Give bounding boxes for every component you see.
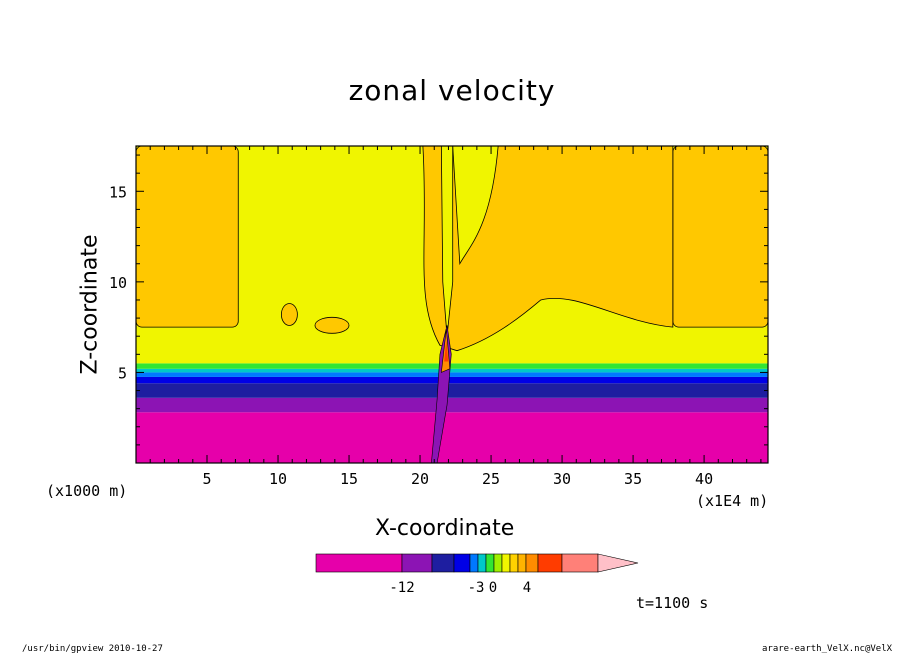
orange-blob-1 [280,303,298,326]
y-tick-label: 15 [109,183,127,201]
x-unit-right: (x1E4 m) [696,492,769,510]
colorbar-label: -12 [389,580,414,596]
layer-1 [136,397,768,413]
layer-6 [136,363,768,369]
x-tick-label: 20 [411,470,429,488]
colorbar-segment-4 [469,553,479,573]
orange-plume [422,145,674,352]
y-tick-label: 10 [109,274,127,292]
colorbar-label: 4 [523,580,531,596]
x-tick-label: 5 [202,470,211,488]
colorbar-segment-12 [537,553,563,573]
colorbar-segment-0 [315,553,403,573]
colorbar-label: -3 [468,580,485,596]
colorbar: -12 -3 0 4 [315,553,639,596]
chart-title: zonal velocity [348,74,556,107]
footer-right: arare-earth_VelX.nc@VelX [762,644,893,654]
colorbar-segment-5 [477,553,487,573]
orange-region-0 [135,145,239,328]
layer-4 [136,372,768,377]
x-tick-label: 15 [340,470,358,488]
x-tick-label: 35 [624,470,642,488]
colorbar-arrow [597,553,639,573]
plot-area: 5 10 15 20 25 30 35 40 5 10 15 [109,145,769,488]
x-tick-label: 40 [695,470,713,488]
colorbar-segment-2 [431,553,455,573]
x-tick-label: 30 [553,470,571,488]
layer-2 [136,383,768,398]
plot-frame [135,145,769,464]
y-tick-label: 5 [118,364,127,382]
colorbar-segment-8 [501,553,511,573]
layer-5 [136,368,768,373]
colorbar-segment-10 [517,553,527,573]
colorbar-segment-3 [453,553,471,573]
colorbar-segment-9 [509,553,519,573]
colorbar-segment-11 [525,553,539,573]
x-unit-left: (x1000 m) [46,482,128,500]
x-axis-title: X-coordinate [375,516,515,541]
orange-region-1 [672,145,769,328]
y-axis-title: Z-coordinate [77,234,103,375]
time-annotation: t=1100 s [636,594,709,612]
footer-left: /usr/bin/gpview 2010-10-27 [22,644,163,654]
layer-3 [136,376,768,384]
colorbar-segment-13 [561,553,599,573]
colorbar-segment-1 [401,553,433,573]
colorbar-label: 0 [489,580,497,596]
layer-0 [136,412,768,463]
disturbance-peak [444,339,449,362]
orange-blob-2 [314,316,350,334]
x-tick-label: 25 [482,470,500,488]
colorbar-segment-6 [485,553,495,573]
x-tick-label: 10 [269,470,287,488]
colorbar-segment-7 [493,553,503,573]
